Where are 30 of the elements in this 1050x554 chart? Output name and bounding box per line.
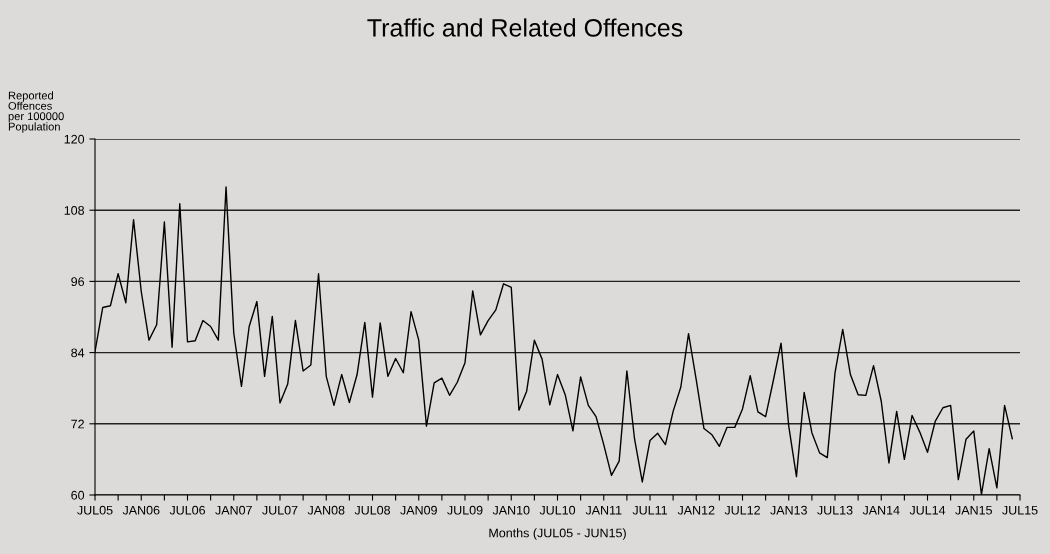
x-tick-label: JAN06 — [122, 505, 160, 515]
x-tick-label: JAN11 — [585, 505, 622, 515]
x-tick-label: JAN08 — [307, 505, 345, 515]
x-tick-label: JAN10 — [492, 505, 530, 515]
y-tick-label: 120 — [64, 134, 85, 144]
y-tick-label: 108 — [64, 206, 85, 215]
x-tick-label: JUL05 — [77, 505, 113, 515]
y-tick-label: 84 — [71, 348, 85, 358]
x-tick-label: JUL10 — [539, 505, 576, 515]
x-tick-label: JUL15 — [1002, 505, 1038, 515]
x-tick-label: JAN12 — [677, 505, 715, 515]
x-axis-title: Months (JUL05 - JUN15) — [489, 528, 626, 540]
x-tick-label: JUL14 — [909, 505, 946, 515]
y-tick-label: 96 — [71, 277, 85, 287]
x-tick-label: JUL09 — [447, 505, 483, 515]
y-tick-label: 60 — [71, 490, 85, 500]
x-tick-label: JAN07 — [215, 505, 252, 515]
x-tick-label: JUL13 — [817, 505, 853, 515]
chart-title: Traffic and Related Offences — [367, 18, 683, 37]
x-tick-label: JUL08 — [354, 505, 391, 515]
x-tick-label: JUL07 — [262, 505, 298, 515]
x-tick-label: JAN15 — [955, 505, 992, 515]
x-tick-label: JUL06 — [169, 505, 206, 515]
x-tick-label: JAN13 — [770, 505, 807, 515]
x-tick-label: JUL12 — [724, 505, 760, 515]
y-tick-label: 72 — [71, 419, 84, 429]
y-axis-title: Reported Offences per 100000 Population — [8, 91, 64, 133]
x-tick-label: JUL11 — [632, 505, 667, 515]
x-tick-label: JAN09 — [400, 505, 437, 515]
x-tick-label: JAN14 — [862, 505, 900, 515]
